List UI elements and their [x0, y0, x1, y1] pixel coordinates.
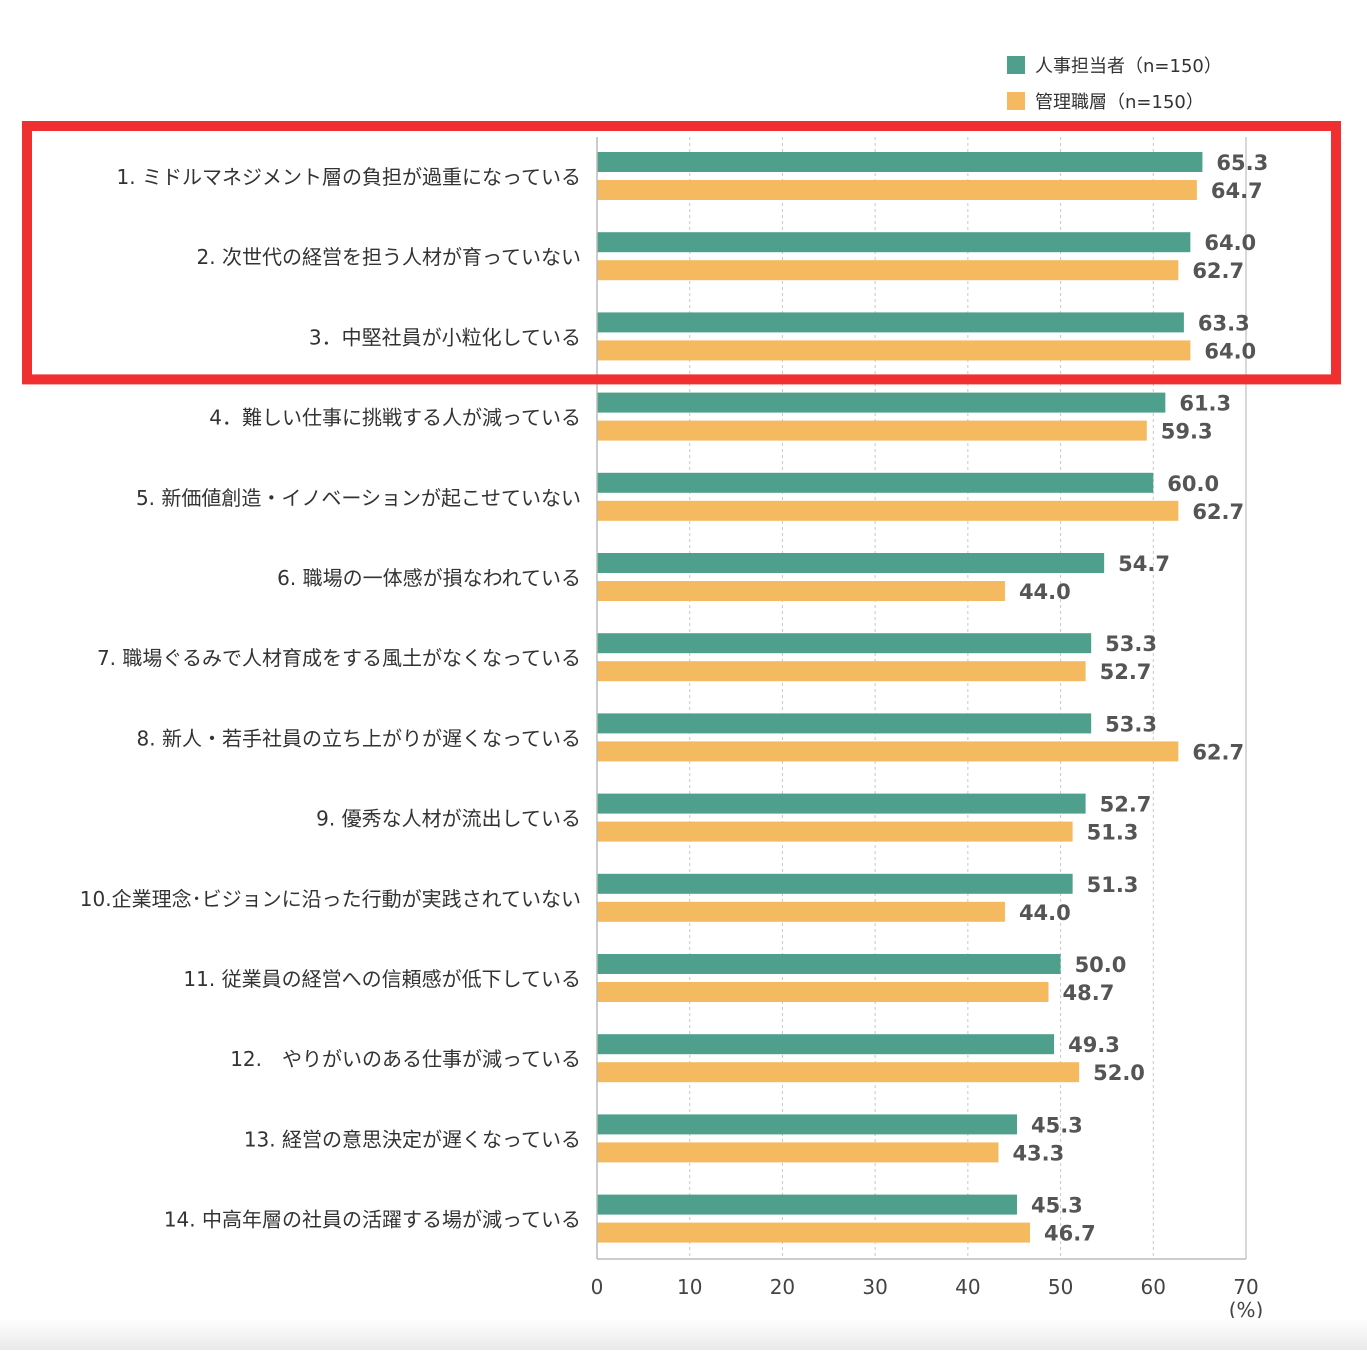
value-label: 46.7	[1044, 1222, 1096, 1246]
value-label: 61.3	[1179, 392, 1231, 416]
bar-manager	[597, 1142, 999, 1163]
bar-hr	[597, 553, 1105, 573]
bar-hr	[597, 793, 1086, 814]
value-label: 52.7	[1100, 660, 1152, 684]
highlight-box	[22, 121, 1341, 385]
value-label: 64.0	[1204, 231, 1256, 255]
bars	[597, 152, 1203, 1243]
bar-hr	[597, 472, 1154, 493]
value-label: 48.7	[1063, 981, 1115, 1005]
bar-hr	[597, 392, 1166, 413]
value-label: 45.3	[1031, 1113, 1083, 1137]
bar-manager	[597, 982, 1049, 1002]
highlight-layer	[22, 121, 1341, 385]
value-label: 59.3	[1161, 420, 1213, 444]
value-label: 54.7	[1118, 552, 1170, 576]
bottom-fade	[0, 1318, 1367, 1350]
category-label: 14. 中高年層の社員の活躍する場が減っている	[164, 1208, 581, 1232]
bar-hr	[597, 1114, 1017, 1135]
value-label: 43.3	[1012, 1141, 1064, 1165]
category-label: 2. 次世代の経営を担う人材が育っていない	[197, 245, 581, 269]
bar-hr	[597, 873, 1073, 894]
x-tick-label: 60	[1141, 1275, 1166, 1299]
category-label: 4．難しい仕事に挑戦する人が減っている	[209, 406, 581, 430]
bar-hr	[597, 633, 1092, 654]
legend-swatch	[1007, 56, 1025, 74]
bar-hr	[597, 312, 1184, 333]
bar-manager	[597, 340, 1191, 361]
bar-hr	[597, 1194, 1017, 1215]
bar-hr	[597, 954, 1061, 974]
value-label: 44.0	[1019, 901, 1071, 925]
value-label: 65.3	[1216, 151, 1268, 175]
category-label: 5. 新価値創造・イノベーションが起こせていない	[136, 486, 581, 510]
legend-label: 人事担当者（n=150）	[1035, 56, 1222, 77]
category-label: 10.企業理念･ビジョンに沿った行動が実践されていない	[80, 887, 581, 911]
x-tick-label: 70	[1233, 1275, 1258, 1299]
value-label: 49.3	[1068, 1033, 1120, 1057]
value-label: 53.3	[1105, 632, 1157, 656]
bar-manager	[597, 1222, 1030, 1243]
labels: 1. ミドルマネジメント層の負担が過重になっている 65.3 64.7 2. 次世代の…	[80, 151, 1268, 1246]
value-label: 62.7	[1192, 500, 1244, 524]
category-label: 7. 職場ぐるみで人材育成をする風土がなくなっている	[97, 646, 581, 670]
bar-hr	[597, 713, 1092, 734]
value-label: 64.7	[1211, 179, 1263, 203]
x-tick-label: 30	[862, 1275, 887, 1299]
bar-manager	[597, 1062, 1080, 1083]
value-label: 64.0	[1204, 339, 1256, 363]
x-tick-label: 40	[955, 1275, 980, 1299]
x-tick-label: 0	[591, 1275, 604, 1299]
category-label: 8. 新人・若手社員の立ち上がりが遅くなっている	[137, 726, 581, 750]
axes: 0 10 20 30 40 50 60 70(%)	[591, 137, 1263, 1322]
bar-hr	[597, 152, 1203, 172]
category-label: 13. 経営の意思決定が遅くなっている	[244, 1127, 581, 1151]
value-label: 44.0	[1019, 580, 1071, 604]
value-label: 45.3	[1031, 1194, 1083, 1218]
value-label: 53.3	[1105, 712, 1157, 736]
value-label: 62.7	[1192, 259, 1244, 283]
value-label: 52.0	[1093, 1061, 1145, 1085]
category-label: 12. やりがいのある仕事が減っている	[230, 1047, 581, 1071]
bar-manager	[597, 581, 1005, 601]
legend-label: 管理職層（n=150）	[1035, 92, 1204, 113]
x-tick-label: 50	[1048, 1275, 1073, 1299]
bar-manager	[597, 821, 1073, 842]
value-label: 51.3	[1087, 873, 1139, 897]
bar-hr	[597, 232, 1191, 253]
bar-manager	[597, 260, 1179, 281]
bar-manager	[597, 661, 1086, 682]
legend: 人事担当者（n=150） 管理職層（n=150）	[1007, 56, 1222, 113]
value-label: 52.7	[1100, 793, 1152, 817]
gridlines	[689, 137, 1247, 1259]
value-label: 62.7	[1192, 740, 1244, 764]
value-label: 51.3	[1087, 821, 1139, 845]
bar-manager	[597, 901, 1005, 922]
category-label: 6. 職場の一体感が損なわれている	[277, 566, 581, 590]
category-label: 3．中堅社員が小粒化している	[309, 325, 581, 349]
value-label: 63.3	[1198, 311, 1250, 335]
x-tick-label: 10	[677, 1275, 702, 1299]
bar-manager	[597, 741, 1179, 762]
value-label: 50.0	[1075, 953, 1127, 977]
bar-hr	[597, 1034, 1055, 1055]
bar-manager	[597, 420, 1147, 441]
legend-swatch	[1007, 92, 1025, 110]
category-label: 1. ミドルマネジメント層の負担が過重になっている	[117, 165, 581, 189]
x-tick-label: 20	[770, 1275, 795, 1299]
bar-manager	[597, 500, 1179, 521]
category-label: 11. 従業員の経営への信頼感が低下している	[183, 967, 581, 991]
bar-manager	[597, 180, 1197, 200]
value-label: 60.0	[1167, 472, 1219, 496]
category-label: 9. 優秀な人材が流出している	[316, 807, 581, 831]
